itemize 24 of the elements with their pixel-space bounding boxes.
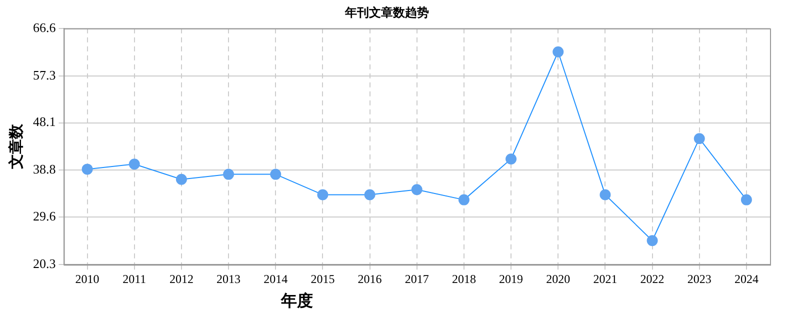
x-tick-label: 2011 — [122, 272, 146, 286]
y-tick-label: 29.6 — [33, 208, 56, 224]
x-axis-title: 年度 — [280, 291, 313, 310]
x-tick-label: 2016 — [358, 272, 382, 286]
y-tick-label: 48.1 — [33, 114, 56, 130]
x-tick-label: 2020 — [546, 272, 570, 286]
x-tick-label: 2015 — [310, 272, 335, 286]
x-tick-label: 2018 — [452, 272, 476, 286]
x-tick-label: 2012 — [169, 272, 194, 286]
x-tick-label: 2022 — [640, 272, 664, 286]
y-tick-label: 66.6 — [33, 20, 56, 35]
x-tick-label: 2013 — [216, 272, 241, 286]
x-tick-label: 2023 — [687, 272, 712, 286]
x-tick-label: 2010 — [75, 272, 100, 286]
chart-title: 年刊文章数趋势 — [344, 5, 429, 20]
x-tick-label: 2014 — [264, 272, 288, 286]
y-tick-label: 20.3 — [33, 256, 56, 272]
y-axis-title: 文章数 — [6, 123, 25, 170]
x-tick-label: 2021 — [593, 272, 618, 286]
x-tick-label: 2017 — [404, 272, 429, 286]
x-tick-label: 2019 — [499, 272, 524, 286]
y-tick-label: 57.3 — [33, 67, 56, 82]
y-tick-label: 38.8 — [33, 162, 56, 177]
x-tick-label: 2024 — [734, 272, 758, 286]
